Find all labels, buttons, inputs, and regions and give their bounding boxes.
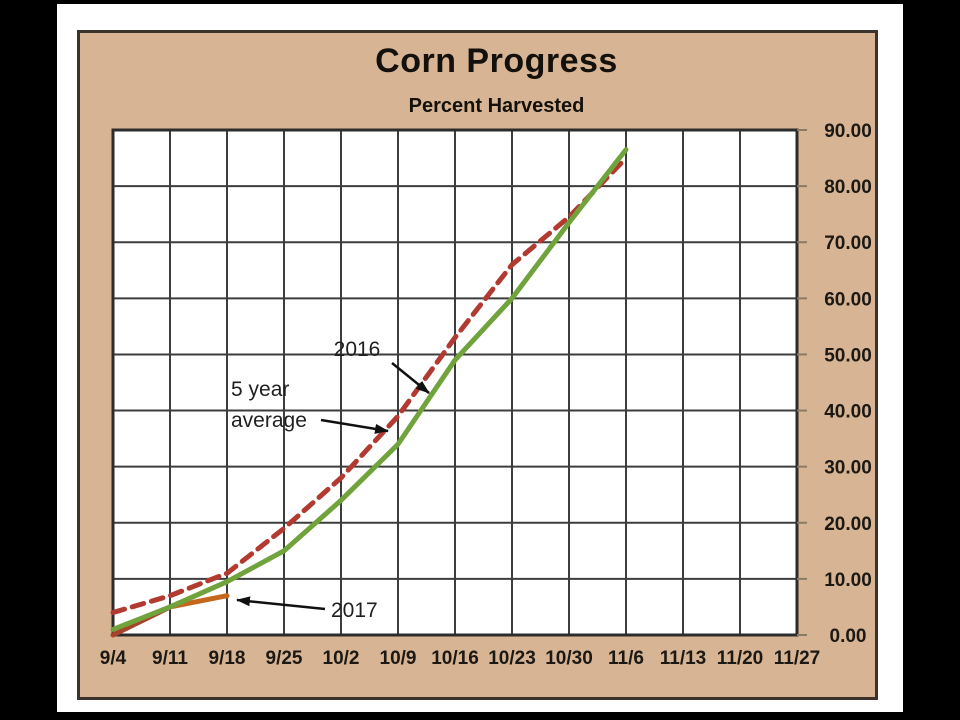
- plot-border: [111, 128, 799, 637]
- chart-title: Corn Progress: [375, 42, 618, 80]
- x-tick-label: 10/9: [380, 648, 417, 669]
- x-tick-label: 11/6: [608, 648, 644, 669]
- x-tick-label: 10/23: [488, 648, 536, 669]
- x-tick-label: 9/18: [209, 648, 246, 669]
- annotation-arrow: [320, 418, 389, 434]
- x-tick-label: 10/30: [545, 648, 593, 669]
- y-tick-label: 60.00: [824, 289, 872, 310]
- y-tick-label: 90.00: [824, 121, 872, 142]
- y-tick-label: 20.00: [824, 514, 872, 535]
- x-tick-label: 9/4: [100, 648, 127, 669]
- annotation-label: 2017: [331, 599, 378, 622]
- x-tick-label: 10/2: [323, 648, 360, 669]
- chart-subtitle: Percent Harvested: [408, 95, 585, 117]
- annotation-label: 5 year: [231, 378, 289, 401]
- y-tick-label: 30.00: [824, 458, 872, 479]
- x-tick-label: 11/20: [717, 648, 764, 669]
- annotation-label: average: [231, 409, 307, 432]
- x-tick-label: 9/25: [266, 648, 303, 669]
- y-tick-label: 70.00: [824, 233, 872, 254]
- y-tick-label: 10.00: [824, 570, 872, 591]
- x-tick-label: 10/16: [431, 648, 479, 669]
- y-tick-label: 80.00: [824, 177, 872, 198]
- annotation-arrow: [236, 596, 326, 611]
- x-tick-label: 11/27: [774, 648, 821, 669]
- y-tick-label: 40.00: [824, 402, 872, 423]
- y-tick-label: 0.00: [830, 626, 867, 647]
- x-tick-label: 11/13: [660, 648, 707, 669]
- annotation-arrow: [391, 362, 430, 394]
- y-tick-label: 50.00: [824, 345, 872, 366]
- series-line-5-year-average: [110, 147, 629, 632]
- annotation-label: 2016: [334, 338, 381, 361]
- x-tick-label: 9/11: [152, 648, 188, 669]
- series-line-2016: [110, 155, 629, 616]
